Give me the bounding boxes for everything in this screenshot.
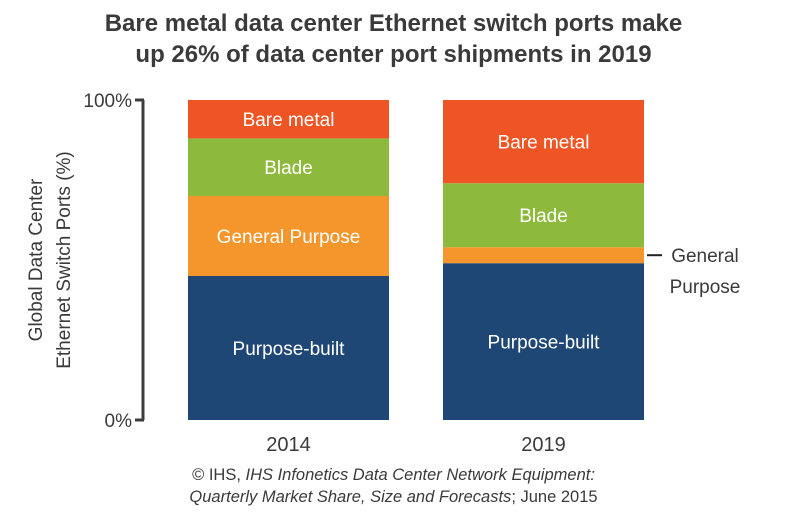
x-category-label-2014: 2014 (266, 434, 311, 456)
segment-label-general-purpose-2014: General Purpose (217, 227, 361, 248)
segment-label-bare-metal-2014: Bare metal (243, 110, 335, 131)
bar-segment-blade-2014 (188, 138, 389, 196)
source-footer: © IHS, IHS Infonetics Data Center Networ… (0, 464, 787, 508)
source-line-2: Quarterly Market Share, Size and Forecas… (0, 486, 787, 508)
source-date: ; June 2015 (511, 488, 598, 506)
segment-label-purpose-built-2014: Purpose-built (233, 339, 346, 360)
bar-segment-blade-2019 (443, 183, 644, 248)
bar-segment-purpose-built-2014 (188, 276, 389, 420)
y-tick-label-1: 100% (83, 91, 132, 112)
y-axis-title-line-1: Global Data Center (26, 178, 47, 341)
external-label-general-purpose-line-1: General (671, 246, 739, 267)
chart-title-line-2: up 26% of data center port shipments in … (135, 41, 652, 68)
copyright-text: © IHS, (192, 466, 246, 484)
y-tick-label-0: 0% (105, 411, 133, 432)
x-category-label-2019: 2019 (521, 434, 566, 456)
external-label-general-purpose-line-2: Purpose (670, 277, 741, 298)
source-line-1: © IHS, IHS Infonetics Data Center Networ… (0, 464, 787, 486)
chart-title: Bare metal data center Ethernet switch p… (0, 8, 787, 70)
bar-segment-purpose-built-2019 (443, 263, 644, 420)
y-axis-title-line-2: Ethernet Switch Ports (%) (54, 151, 75, 369)
segment-label-purpose-built-2019: Purpose-built (488, 333, 601, 354)
segment-label-blade-2014: Blade (264, 158, 313, 179)
bar-segment-general-purpose-2019 (443, 247, 644, 264)
source-title-line-2: Quarterly Market Share, Size and Forecas… (189, 488, 512, 506)
bar-segment-general-purpose-2014 (188, 196, 389, 276)
segment-label-bare-metal-2019: Bare metal (498, 133, 590, 154)
bar-segment-bare-metal-2019 (443, 100, 644, 184)
bar-segment-bare-metal-2014 (188, 100, 389, 139)
source-title-line-1: IHS Infonetics Data Center Network Equip… (245, 466, 595, 484)
chart-title-line-1: Bare metal data center Ethernet switch p… (104, 10, 683, 37)
segment-label-blade-2019: Blade (519, 206, 568, 227)
